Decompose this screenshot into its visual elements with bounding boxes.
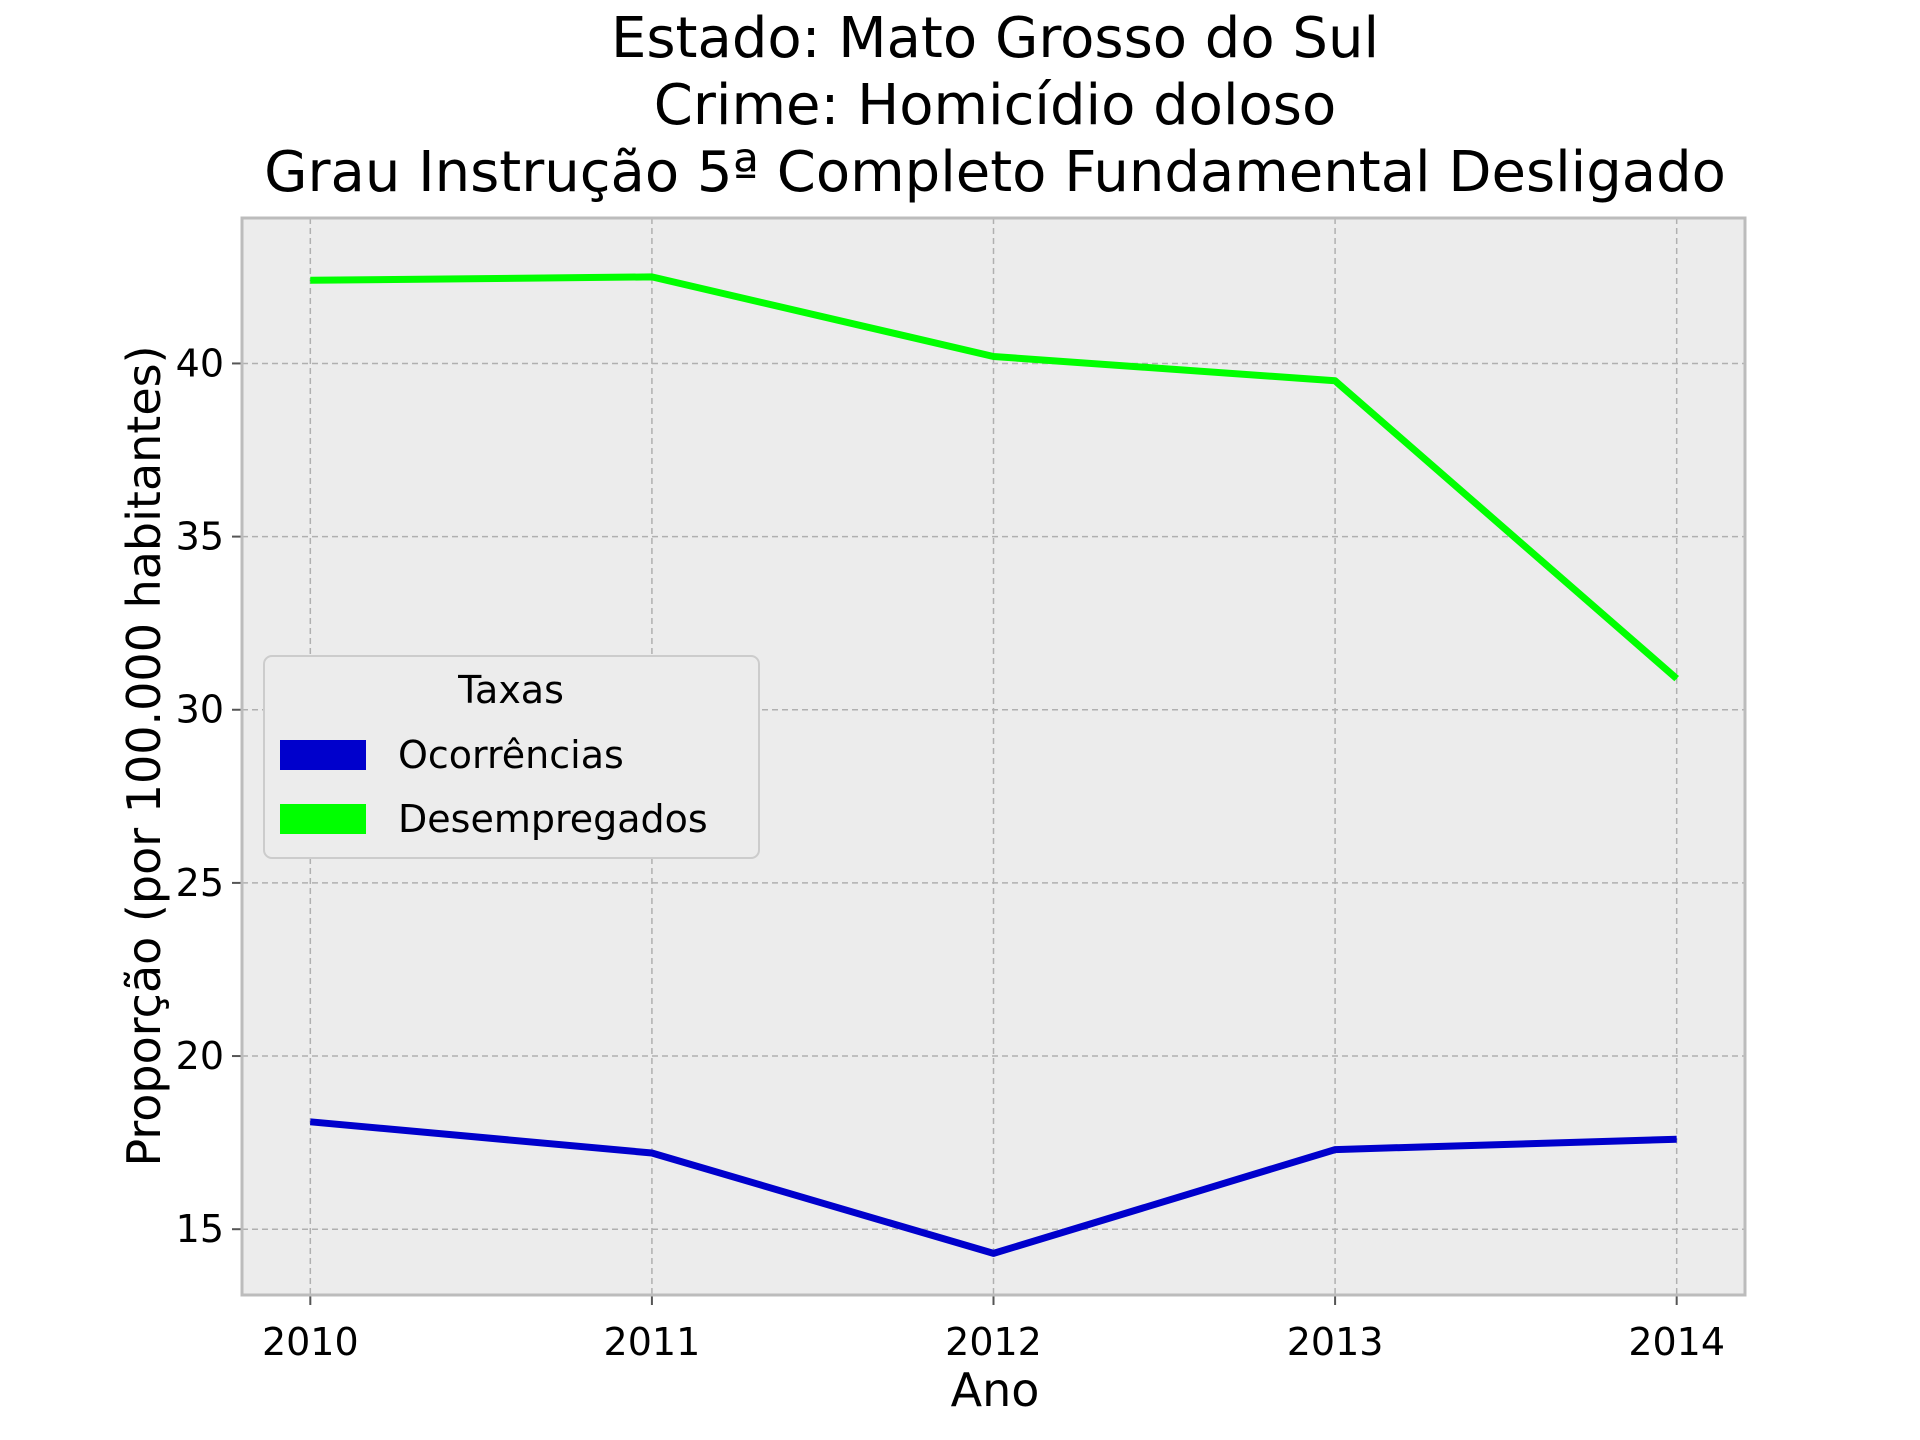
data-point [1334,380,1336,382]
legend-swatch-ocorrencias [280,740,366,770]
title-line-1: Estado: Mato Grosso do Sul [611,6,1379,71]
data-point [309,1121,311,1123]
x-axis-ticks: 2010 2011 2012 2013 2014 [262,1295,1725,1364]
legend-label-ocorrencias: Ocorrências [398,733,624,777]
x-tick-label: 2014 [1628,1320,1725,1364]
data-point [1334,1149,1336,1151]
plot-frame [240,216,1747,1297]
x-tick-label: 2013 [1287,1320,1384,1364]
legend-box [263,655,760,859]
data-point [651,276,653,278]
x-tick-label: 2010 [262,1320,359,1364]
x-tick-label: 2011 [604,1320,701,1364]
title-line-2: Crime: Homicídio doloso [654,73,1336,138]
y-tick-label: 30 [176,688,224,732]
y-tick-label: 25 [176,861,224,905]
data-point [1676,678,1678,680]
y-tick-label: 20 [176,1034,224,1078]
y-axis-label: Proporção (por 100.000 habitantes) [117,345,171,1166]
data-point [993,1252,994,1254]
data-point [651,1152,653,1154]
title-line-3: Grau Instrução 5ª Completo Fundamental D… [264,140,1726,205]
data-point [1676,1138,1678,1140]
legend-swatch-desempregados [280,804,366,834]
x-axis-label: Ano [951,1363,1040,1417]
x-tick-label: 2012 [945,1320,1042,1364]
data-point [993,356,994,358]
data-point [309,279,311,281]
series-lines [309,273,1679,1257]
legend-title: Taxas [457,668,564,712]
y-axis-ticks: 15 20 25 30 35 40 [176,341,242,1251]
y-tick-label: 40 [176,341,224,385]
legend-label-desempregados: Desempregados [398,797,708,841]
legend: Taxas Ocorrências Desempregados [263,655,760,859]
y-tick-label: 35 [176,515,224,559]
y-tick-label: 15 [176,1207,224,1251]
chart-title: Estado: Mato Grosso do Sul Crime: Homicí… [264,6,1726,205]
